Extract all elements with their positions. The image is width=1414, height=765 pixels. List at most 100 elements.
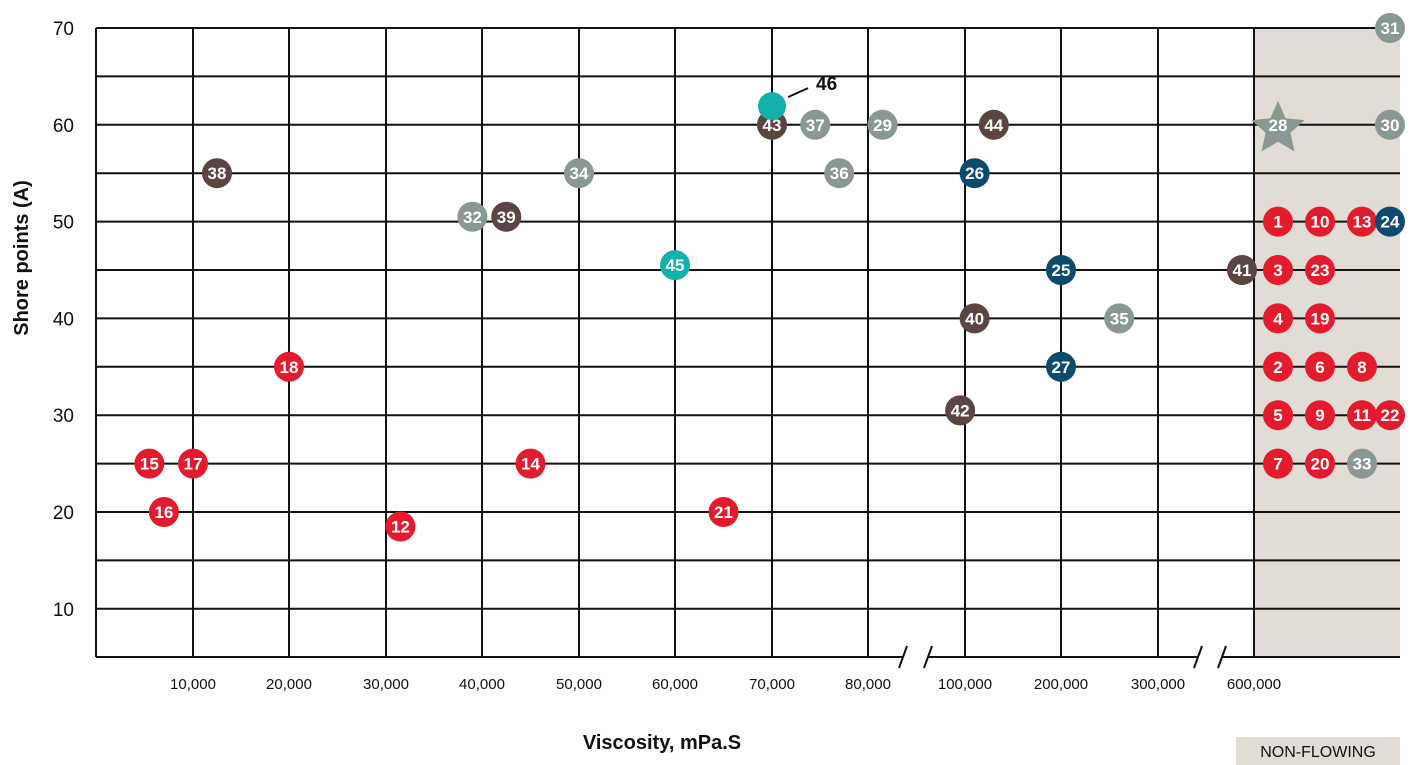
data-point: 12	[385, 511, 416, 542]
point-marker	[978, 109, 1009, 140]
point-marker	[945, 395, 976, 426]
data-point: 21	[708, 497, 739, 527]
data-point: 1	[1263, 206, 1293, 237]
point-label: 38	[208, 164, 227, 183]
point-label: 25	[1052, 261, 1071, 280]
point-label: 14	[521, 455, 540, 474]
x-tick-label: 40,000	[459, 676, 505, 693]
point-label: 4	[1273, 309, 1283, 328]
data-point: 18	[274, 351, 304, 382]
data-point: 20	[1305, 448, 1335, 479]
point-marker	[178, 448, 208, 479]
data-point: 26	[959, 158, 990, 189]
point-label: 34	[570, 164, 589, 183]
point-marker	[1046, 351, 1076, 382]
y-tick-label: 70	[53, 19, 74, 40]
data-point: 46	[758, 74, 837, 121]
point-label: 45	[666, 256, 685, 275]
point-label: 40	[965, 309, 984, 328]
data-point: 32	[457, 201, 488, 232]
axis-break-mark	[923, 645, 933, 669]
x-tick-label: 30,000	[363, 676, 409, 693]
x-tick-label: 600,000	[1227, 676, 1281, 693]
data-point: 38	[202, 158, 232, 189]
non-flowing-label-bg	[1236, 737, 1400, 765]
point-marker	[1305, 206, 1335, 237]
point-label: 17	[184, 455, 203, 474]
y-tick-labels: 10 20 30 40 50 60 70	[53, 19, 74, 621]
point-label: 3	[1273, 261, 1282, 280]
point-label: 35	[1110, 309, 1129, 328]
data-point: 39	[491, 201, 522, 232]
point-label: 36	[830, 164, 849, 183]
point-marker	[1263, 448, 1293, 479]
point-marker	[1227, 255, 1257, 285]
point-label: 33	[1353, 455, 1372, 474]
point-label: 26	[965, 164, 984, 183]
axis-break-mark	[898, 645, 908, 669]
data-point: 16	[148, 497, 179, 527]
point-marker	[1263, 255, 1293, 285]
data-point: 2	[1263, 351, 1293, 382]
y-tick-label: 30	[53, 406, 74, 427]
point-marker	[491, 201, 522, 232]
y-tick-label: 20	[53, 503, 74, 524]
point-label: 9	[1315, 406, 1324, 425]
point-marker	[385, 511, 416, 542]
data-point: 33	[1347, 448, 1377, 479]
data-point: 23	[1305, 255, 1335, 285]
point-label: 19	[1311, 309, 1330, 328]
point-label: 41	[1233, 261, 1252, 280]
x-axis-title: Viscosity, mPa.S	[583, 732, 741, 754]
data-point: 36	[824, 158, 855, 189]
y-tick-label: 40	[53, 309, 74, 330]
axis-break-mark	[1193, 645, 1203, 669]
point-marker	[1305, 303, 1335, 334]
data-point: 42	[945, 395, 976, 426]
point-label: 15	[140, 455, 159, 474]
point-label: 10	[1311, 213, 1330, 232]
point-label: 20	[1311, 455, 1330, 474]
point-label: 31	[1381, 19, 1400, 38]
point-marker	[959, 158, 990, 189]
axis-break-mark	[1217, 645, 1227, 669]
data-point: 24	[1375, 206, 1405, 237]
x-tick-labels: 10,000 20,000 30,000 40,000 50,000 60,000 70,0…	[170, 676, 1281, 693]
data-point: 13	[1347, 206, 1377, 237]
data-point: 31	[1375, 13, 1405, 43]
point-marker	[274, 351, 304, 382]
point-label: 13	[1353, 213, 1372, 232]
point-marker	[1375, 400, 1405, 431]
point-marker	[1375, 13, 1405, 43]
point-label: 30	[1381, 116, 1400, 135]
data-point: 15	[134, 448, 165, 479]
data-point: 22	[1375, 400, 1405, 431]
point-marker	[1347, 351, 1377, 382]
point-marker	[959, 303, 990, 334]
point-label: 16	[154, 503, 173, 522]
data-point: 25	[1046, 255, 1076, 285]
point-marker	[457, 201, 488, 232]
point-marker	[824, 158, 855, 189]
data-point: 34	[564, 158, 594, 189]
point-marker	[1305, 448, 1335, 479]
point-marker	[1375, 109, 1405, 140]
data-point: 35	[1104, 303, 1135, 334]
point-label: 5	[1273, 406, 1282, 425]
data-point: 3	[1263, 255, 1293, 285]
point-label: 27	[1052, 358, 1071, 377]
y-tick-label: 50	[53, 213, 74, 234]
point-label: 11	[1353, 406, 1371, 425]
axis-breaks	[898, 645, 1227, 669]
point-marker	[1046, 255, 1076, 285]
point-marker	[1347, 448, 1377, 479]
data-point: 10	[1305, 206, 1335, 237]
point-marker	[708, 497, 739, 527]
data-point: 9	[1305, 400, 1335, 431]
data-point: 37	[800, 109, 831, 140]
point-marker	[564, 158, 594, 189]
point-marker	[1305, 255, 1335, 285]
x-tick-label: 10,000	[170, 676, 216, 693]
point-label: 21	[714, 503, 733, 522]
